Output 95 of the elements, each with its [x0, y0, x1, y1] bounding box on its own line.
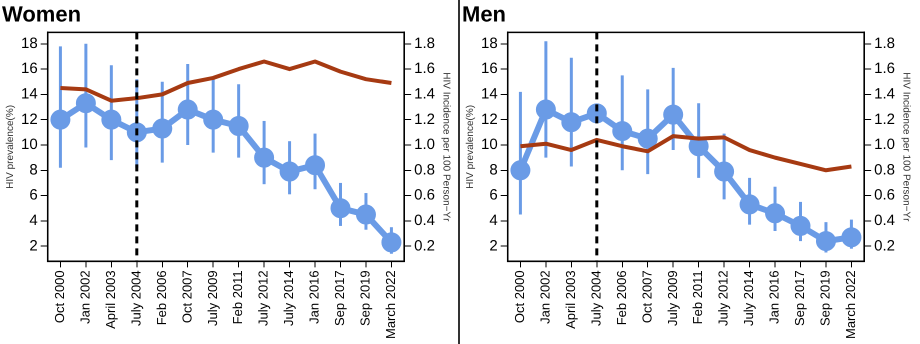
point — [816, 231, 836, 252]
y-axis-title: HIV prevalence(%) — [4, 104, 16, 189]
chart-title: Women — [2, 1, 82, 26]
y-tick-label: 12 — [20, 110, 38, 128]
x-tick-label: March 2022 — [842, 270, 858, 340]
y2-axis-title: HIV Incidence per 100 Person−Yr — [440, 72, 452, 222]
point — [663, 104, 684, 125]
point — [841, 227, 862, 248]
y2-tick-label: 1.8 — [414, 34, 436, 52]
y-tick-label: 8 — [489, 161, 498, 178]
y2-tick-label: 1.6 — [874, 60, 896, 78]
y-tick-label: 4 — [29, 212, 38, 230]
y-tick-label: 4 — [489, 212, 498, 230]
point — [765, 203, 786, 224]
y-tick-label: 6 — [29, 186, 38, 204]
point — [561, 112, 582, 132]
x-tick-label: July 2004 — [128, 270, 144, 326]
point — [330, 198, 350, 218]
point — [254, 148, 274, 168]
x-tick-label: Jan 2002 — [77, 270, 92, 324]
point — [790, 216, 810, 236]
x-tick-label: Oct 2000 — [512, 270, 527, 324]
point — [50, 110, 70, 130]
y2-tick-label: 1.2 — [874, 110, 896, 128]
y-tick-label: 18 — [20, 34, 38, 52]
x-tick-label: Sep 2017 — [792, 270, 808, 326]
point — [305, 155, 326, 176]
y2-tick-label: 0.6 — [414, 186, 436, 204]
point — [536, 100, 556, 120]
chart-title: Men — [462, 1, 506, 26]
y-tick-label: 10 — [20, 136, 38, 154]
y2-tick-label: 0.8 — [874, 161, 896, 178]
x-tick-label: April 2003 — [102, 270, 118, 329]
point — [178, 100, 198, 120]
x-tick-label: Feb 2011 — [230, 270, 246, 324]
y-tick-label: 16 — [480, 60, 498, 78]
y-tick-label: 14 — [20, 86, 38, 103]
x-tick-label: Sep 2017 — [332, 270, 348, 326]
y2-tick-label: 1.8 — [874, 34, 896, 52]
y2-tick-label: 0.8 — [414, 161, 436, 178]
y-tick-label: 18 — [480, 34, 498, 52]
y2-tick-label: 0.4 — [414, 212, 436, 230]
point — [101, 110, 122, 130]
y2-tick-label: 1.4 — [414, 86, 436, 103]
y-tick-label: 14 — [480, 86, 498, 103]
x-tick-label: March 2022 — [382, 270, 398, 340]
point — [228, 116, 249, 136]
x-tick-label: April 2003 — [562, 270, 578, 329]
point — [152, 118, 172, 139]
y-tick-label: 8 — [29, 161, 38, 178]
y-tick-label: 12 — [480, 110, 498, 128]
y2-tick-label: 1.0 — [874, 136, 896, 154]
y-tick-label: 2 — [29, 237, 38, 254]
point — [381, 232, 402, 252]
point — [510, 160, 530, 180]
x-tick-label: Feb 2011 — [690, 270, 706, 324]
x-tick-label: Oct 2007 — [639, 270, 654, 324]
x-tick-label: July 2004 — [588, 270, 604, 326]
x-tick-label: Jan 2002 — [537, 270, 552, 324]
x-tick-label: July 2009 — [204, 270, 220, 326]
x-tick-label: July 2014 — [741, 270, 756, 326]
point — [740, 194, 760, 214]
y2-tick-label: 1.0 — [414, 136, 436, 154]
x-tick-label: Sep 2019 — [358, 270, 373, 326]
point — [76, 93, 96, 114]
y-tick-label: 10 — [480, 136, 498, 154]
x-tick-label: Jan 2016 — [306, 270, 322, 324]
y2-tick-label: 0.4 — [874, 212, 896, 230]
y-tick-label: 2 — [489, 237, 498, 254]
x-tick-label: Feb 2006 — [614, 270, 629, 326]
y2-tick-label: 0.2 — [874, 237, 896, 254]
x-tick-label: July 2012 — [716, 270, 731, 326]
y2-tick-label: 1.6 — [414, 60, 436, 78]
y2-tick-label: 1.2 — [414, 110, 436, 128]
x-tick-label: July 2014 — [281, 270, 296, 326]
point — [714, 162, 734, 182]
y2-axis-title: HIV Incidence per 100 Person−Yr — [900, 72, 912, 222]
y2-tick-label: 0.2 — [414, 237, 436, 254]
y-tick-label: 6 — [489, 186, 498, 204]
x-tick-label: Feb 2006 — [154, 270, 169, 326]
point — [356, 204, 376, 225]
y-tick-label: 16 — [20, 60, 38, 78]
point — [638, 128, 658, 149]
x-tick-label: Jan 2016 — [766, 270, 782, 324]
point — [612, 121, 632, 142]
y2-tick-label: 1.4 — [874, 86, 896, 103]
y-axis-title: HIV prevalence(%) — [464, 104, 476, 189]
point — [280, 162, 300, 182]
x-tick-label: Oct 2007 — [179, 270, 194, 324]
x-tick-label: Oct 2000 — [52, 270, 67, 324]
x-tick-label: July 2009 — [664, 270, 680, 326]
x-tick-label: Sep 2019 — [818, 270, 833, 326]
y2-tick-label: 0.6 — [874, 186, 896, 204]
point — [203, 110, 224, 130]
x-tick-label: July 2012 — [256, 270, 271, 326]
